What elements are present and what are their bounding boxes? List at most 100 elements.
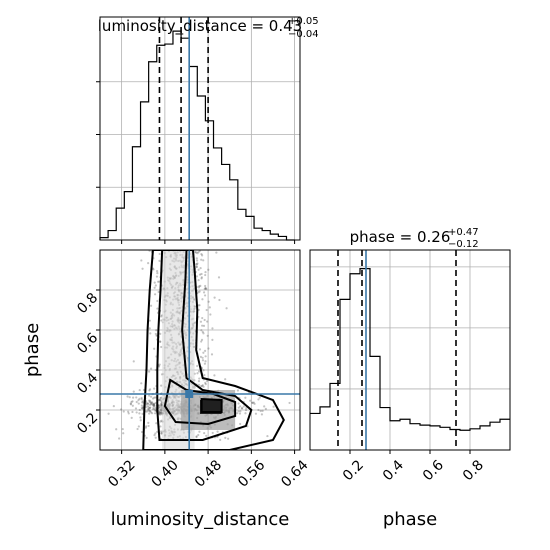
sample-point bbox=[202, 351, 205, 354]
sample-point bbox=[202, 259, 205, 262]
sample-point bbox=[148, 409, 152, 413]
sample-point bbox=[258, 396, 261, 399]
sample-point bbox=[202, 385, 205, 388]
sample-point bbox=[200, 258, 203, 261]
sample-point bbox=[211, 431, 214, 435]
sample-point bbox=[154, 284, 157, 287]
x-tick-label-3: 0.56 bbox=[235, 457, 268, 490]
sample-point bbox=[160, 403, 163, 406]
sample-point bbox=[157, 280, 160, 283]
sample-point bbox=[160, 319, 163, 322]
sample-point bbox=[129, 403, 133, 406]
sample-point bbox=[149, 304, 153, 307]
sample-point bbox=[197, 250, 200, 254]
sample-point bbox=[207, 347, 210, 350]
sample-point bbox=[132, 360, 135, 363]
sample-point bbox=[138, 397, 141, 401]
sample-point bbox=[249, 399, 252, 402]
sample-point bbox=[147, 408, 151, 411]
sample-point bbox=[153, 402, 156, 405]
sample-point bbox=[149, 332, 152, 335]
sample-point bbox=[238, 412, 242, 415]
sample-point bbox=[199, 385, 203, 388]
sample-point bbox=[203, 362, 207, 365]
sample-point bbox=[141, 401, 144, 404]
sample-point bbox=[264, 407, 267, 410]
sample-point bbox=[195, 262, 198, 266]
sample-point bbox=[149, 406, 152, 409]
sample-point bbox=[118, 437, 121, 440]
sample-point bbox=[160, 315, 163, 318]
sample-point bbox=[158, 411, 161, 414]
sample-point bbox=[141, 407, 144, 410]
sample-point bbox=[147, 424, 150, 428]
sample-point bbox=[195, 265, 198, 269]
sample-point bbox=[158, 252, 161, 256]
sample-point bbox=[244, 396, 247, 399]
sample-point bbox=[153, 347, 156, 350]
sample-point bbox=[156, 270, 159, 273]
sample-point bbox=[236, 412, 239, 415]
sample-point bbox=[201, 254, 204, 257]
sample-point bbox=[225, 307, 228, 310]
sample-point bbox=[196, 372, 199, 375]
sample-point bbox=[148, 412, 151, 415]
sample-point bbox=[211, 338, 214, 341]
sample-point bbox=[152, 406, 155, 409]
sample-point bbox=[130, 400, 133, 404]
sample-point bbox=[152, 403, 156, 406]
luminosity-distance-title-sup: +0.05 bbox=[288, 16, 319, 27]
sample-point bbox=[199, 284, 202, 287]
x-tick-label-2: 0.6 bbox=[420, 457, 447, 484]
sample-point bbox=[159, 332, 162, 335]
sample-point bbox=[201, 324, 204, 327]
sample-point bbox=[159, 425, 162, 428]
sample-point bbox=[150, 412, 154, 415]
sample-point bbox=[149, 401, 152, 404]
sample-point bbox=[204, 286, 207, 290]
sample-point bbox=[153, 396, 156, 399]
sample-point bbox=[146, 402, 150, 406]
sample-point bbox=[147, 406, 150, 409]
joint-scatter-frame bbox=[99, 249, 301, 451]
sample-point bbox=[145, 410, 148, 413]
sample-point bbox=[153, 407, 156, 410]
sample-point bbox=[139, 416, 142, 419]
sample-point bbox=[195, 435, 198, 439]
sample-point bbox=[159, 340, 162, 343]
sample-point bbox=[158, 411, 162, 415]
sample-point bbox=[204, 271, 207, 274]
sample-point bbox=[156, 272, 159, 275]
sample-point bbox=[154, 432, 157, 435]
sample-point bbox=[148, 410, 151, 413]
sample-point bbox=[197, 268, 200, 271]
sample-point bbox=[148, 370, 151, 373]
sample-point bbox=[139, 419, 142, 422]
sample-point bbox=[160, 345, 163, 349]
sample-point bbox=[209, 313, 212, 316]
sample-point bbox=[138, 408, 141, 412]
sample-point bbox=[195, 275, 198, 278]
sample-point bbox=[131, 400, 134, 403]
luminosity-distance-title-sub: −0.04 bbox=[288, 29, 319, 40]
sample-point bbox=[272, 405, 275, 408]
sample-point bbox=[211, 327, 214, 330]
sample-point bbox=[140, 406, 143, 410]
sample-point bbox=[152, 402, 155, 406]
sample-point bbox=[217, 276, 221, 279]
sample-point bbox=[127, 410, 130, 413]
sample-point bbox=[153, 293, 157, 296]
sample-point bbox=[194, 250, 197, 254]
contour-middle bbox=[156, 250, 253, 441]
sample-point bbox=[160, 411, 163, 414]
x-tick-label-1: 0.4 bbox=[380, 457, 407, 484]
sample-point bbox=[198, 377, 201, 380]
sample-point bbox=[154, 368, 157, 372]
sample-point bbox=[156, 307, 159, 310]
sample-point bbox=[137, 402, 140, 405]
sample-point bbox=[149, 367, 153, 370]
sample-point bbox=[151, 408, 155, 411]
sample-point bbox=[201, 384, 204, 387]
sample-point bbox=[207, 268, 210, 271]
